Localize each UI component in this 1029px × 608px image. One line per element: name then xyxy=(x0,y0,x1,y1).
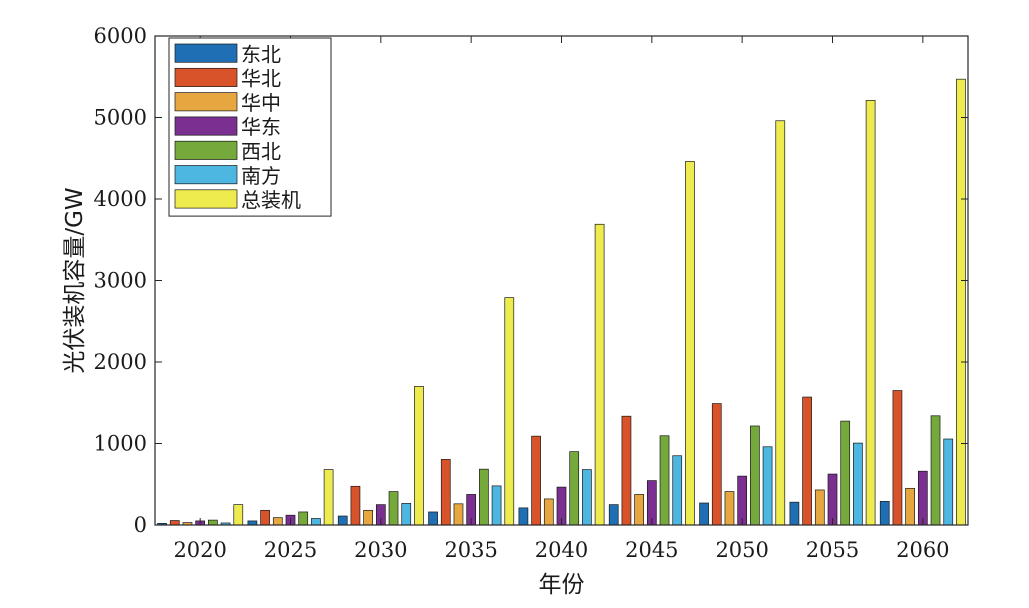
bar xyxy=(943,438,954,526)
x-tick-label: 2020 xyxy=(173,538,226,562)
legend-swatch xyxy=(174,116,238,136)
bar xyxy=(865,100,876,526)
x-tick-label: 2040 xyxy=(535,538,588,562)
bar xyxy=(930,415,941,526)
y-axis-title: 光伏装机容量/GW xyxy=(62,187,88,373)
bar xyxy=(582,469,592,526)
bar xyxy=(956,78,966,526)
x-tick-label: 2035 xyxy=(444,538,497,562)
bar xyxy=(440,459,451,526)
bar xyxy=(260,509,270,526)
y-tick-label: 3000 xyxy=(94,269,147,293)
bar xyxy=(531,435,541,526)
bar xyxy=(879,501,890,526)
x-axis-title: 年份 xyxy=(539,572,585,598)
x-tick-label: 2045 xyxy=(625,538,678,562)
y-tick-label: 1000 xyxy=(94,432,147,456)
bar xyxy=(414,386,424,526)
bar xyxy=(711,403,722,526)
bars-group xyxy=(157,78,966,526)
legend-label: 华北 xyxy=(241,67,281,91)
bar xyxy=(827,473,838,526)
bar xyxy=(789,501,800,526)
bar xyxy=(917,470,928,526)
bar xyxy=(737,475,748,526)
legend-swatch xyxy=(174,189,238,209)
bar xyxy=(337,515,348,526)
bar xyxy=(659,435,670,526)
bar xyxy=(699,502,709,526)
bar xyxy=(504,297,515,526)
x-tick-label: 2050 xyxy=(715,538,768,562)
bar xyxy=(608,504,619,526)
bar xyxy=(621,415,632,526)
axes-group: 0 1000 2000 3000 4000 5000 6000 2020 2025 2030 203… xyxy=(94,24,968,562)
bar xyxy=(491,485,502,526)
y-tick-label: 4000 xyxy=(94,187,147,211)
bar xyxy=(672,455,683,526)
bar xyxy=(569,451,580,526)
bar xyxy=(208,519,218,526)
bar xyxy=(388,491,399,526)
bar xyxy=(750,425,760,526)
legend-swatch xyxy=(174,67,238,87)
bar xyxy=(518,507,529,526)
legend-label: 总装机 xyxy=(241,188,301,212)
x-tick-label: 2030 xyxy=(354,538,407,562)
bar xyxy=(298,511,309,526)
bar xyxy=(685,161,695,526)
x-tick-label: 2055 xyxy=(806,538,859,562)
bar xyxy=(272,517,283,526)
bar xyxy=(311,518,321,526)
y-tick-label: 0 xyxy=(134,513,147,537)
y-tick-label: 6000 xyxy=(94,24,147,48)
bar xyxy=(169,520,180,526)
legend-swatch xyxy=(174,140,238,160)
bar xyxy=(350,485,361,526)
x-tick-label: 2025 xyxy=(264,538,317,562)
legend-swatch xyxy=(174,165,238,185)
bar xyxy=(594,223,605,526)
bar xyxy=(905,487,915,526)
y-tick-label: 5000 xyxy=(94,106,147,130)
bar xyxy=(724,491,735,526)
bar xyxy=(892,390,903,526)
bar xyxy=(543,498,554,526)
legend-label: 东北 xyxy=(241,42,281,66)
legend-label: 西北 xyxy=(241,140,281,164)
bar xyxy=(814,489,825,526)
bar xyxy=(401,503,412,526)
x-tick-label: 2060 xyxy=(896,538,949,562)
legend-label: 华东 xyxy=(241,115,281,139)
legend-label: 南方 xyxy=(241,164,281,188)
bar xyxy=(775,120,786,526)
bar xyxy=(363,509,373,526)
bar xyxy=(233,504,244,526)
bar xyxy=(853,442,863,526)
bar xyxy=(762,446,773,526)
legend-swatch xyxy=(174,92,238,112)
bar xyxy=(453,503,464,526)
bar xyxy=(323,469,334,526)
legend-swatch xyxy=(174,43,238,63)
bar xyxy=(634,494,644,526)
legend-label: 华中 xyxy=(241,91,281,115)
bar xyxy=(840,420,851,526)
bar xyxy=(802,396,812,526)
y-tick-label: 2000 xyxy=(94,350,147,374)
bar xyxy=(428,511,438,526)
bar xyxy=(479,468,489,526)
bar xyxy=(247,520,258,526)
